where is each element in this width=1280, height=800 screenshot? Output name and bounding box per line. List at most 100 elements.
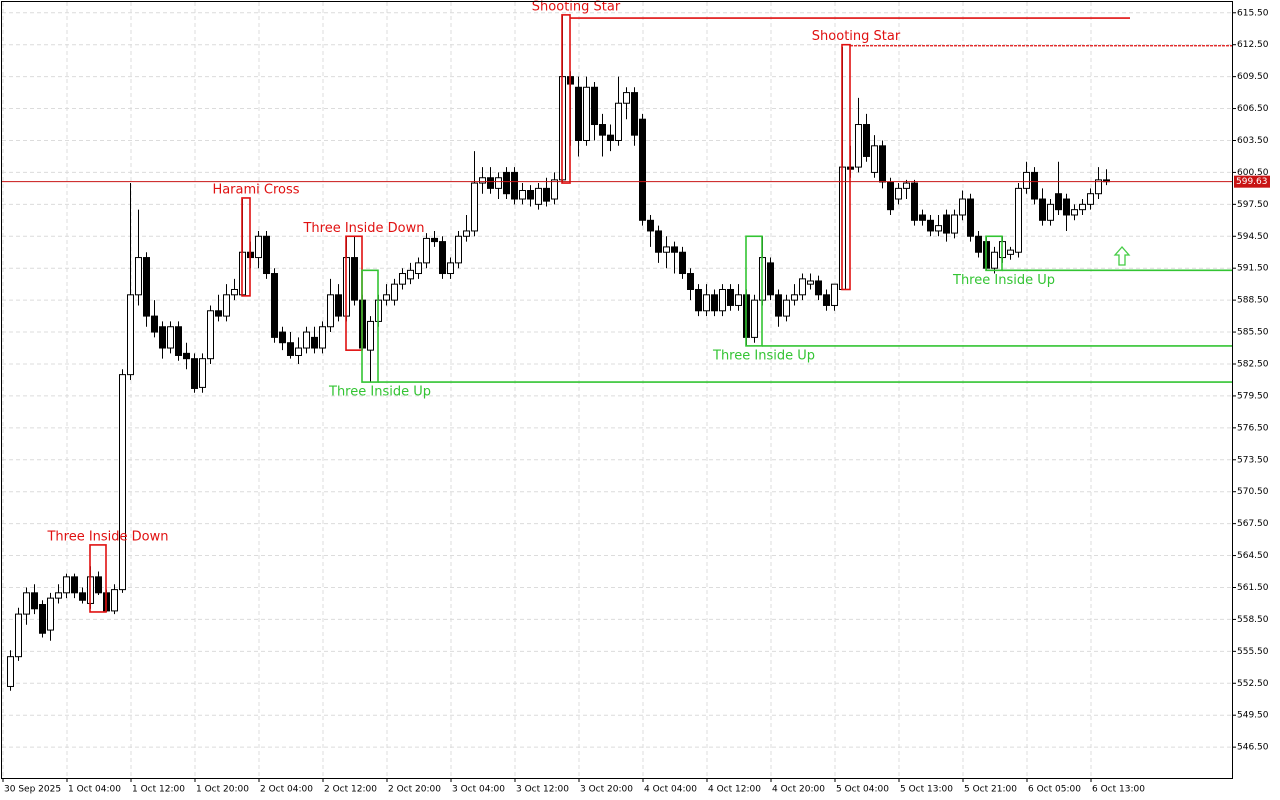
- pattern-label: Shooting Star: [812, 29, 901, 44]
- y-tick-label: 561.50: [1237, 583, 1269, 593]
- candle-body: [615, 102, 622, 141]
- candle-body: [1071, 209, 1078, 216]
- y-tick-label: 546.50: [1237, 743, 1269, 753]
- y-tick-label: 552.50: [1237, 679, 1269, 689]
- candle-body: [895, 187, 902, 200]
- candle-body: [519, 190, 526, 200]
- y-tick-label: 549.50: [1237, 711, 1269, 721]
- candle-body: [295, 347, 302, 356]
- price-label: 599.63: [1236, 177, 1268, 187]
- candle-body: [583, 86, 590, 141]
- candle-body: [95, 576, 102, 594]
- y-tick-label: 597.50: [1237, 200, 1269, 210]
- candle-body: [551, 179, 558, 200]
- candle-body: [223, 294, 230, 317]
- candle-body: [695, 288, 702, 312]
- candle-body: [31, 592, 38, 610]
- candle-body: [23, 592, 30, 615]
- buy-arrow: [1113, 246, 1131, 266]
- candle-body: [407, 269, 414, 280]
- candle-body: [191, 358, 198, 389]
- candle-body: [815, 280, 822, 296]
- pattern-label: Three Inside Up: [712, 348, 815, 363]
- plot-frame: [1, 1, 1233, 779]
- x-tick-label: 1 Oct 12:00: [132, 785, 185, 795]
- candle-body: [271, 273, 278, 338]
- x-tick-label: 1 Oct 20:00: [196, 785, 249, 795]
- y-tick-label: 567.50: [1237, 519, 1269, 529]
- candle-body: [871, 145, 878, 173]
- candle-body: [527, 190, 534, 200]
- candle-body: [1015, 187, 1022, 253]
- candle-body: [471, 182, 478, 232]
- x-tick-label: 5 Oct 04:00: [836, 785, 889, 795]
- candle-body: [399, 273, 406, 285]
- candle-body: [167, 326, 174, 349]
- candle-body: [151, 315, 158, 333]
- candle-body: [63, 576, 70, 594]
- candle-body: [591, 86, 598, 126]
- candle-body: [543, 187, 550, 202]
- candle-body: [15, 613, 22, 658]
- y-tick-label: 594.50: [1237, 232, 1269, 242]
- pattern-box: [89, 544, 107, 613]
- candle-body: [383, 294, 390, 301]
- candle-body: [719, 288, 726, 312]
- candle-body: [1023, 171, 1030, 189]
- x-tick-label: 4 Oct 20:00: [772, 785, 825, 795]
- candle-body: [71, 576, 78, 594]
- candle-body: [7, 656, 14, 687]
- x-tick-label: 2 Oct 20:00: [388, 785, 441, 795]
- candle-body: [159, 326, 166, 349]
- candle-body: [215, 310, 222, 317]
- candle-body: [959, 198, 966, 216]
- x-tick-label: 3 Oct 04:00: [452, 785, 505, 795]
- candle-body: [575, 86, 582, 141]
- candle-body: [975, 235, 982, 253]
- candle-body: [967, 198, 974, 237]
- candle-body: [135, 257, 142, 296]
- grid: [2, 2, 1232, 778]
- candle-body: [119, 374, 126, 591]
- candle-body: [623, 92, 630, 104]
- candle-body: [511, 171, 518, 200]
- candle-body: [183, 352, 190, 360]
- candle-body: [855, 124, 862, 168]
- candle-body: [39, 604, 46, 634]
- x-tick-label: 5 Oct 13:00: [900, 785, 953, 795]
- candle-body: [735, 294, 742, 306]
- x-tick-label: 2 Oct 04:00: [260, 785, 313, 795]
- y-tick-label: 558.50: [1237, 615, 1269, 625]
- candle-body: [335, 294, 342, 317]
- candle-body: [863, 124, 870, 157]
- candle-body: [263, 235, 270, 275]
- candle-body: [143, 257, 150, 317]
- pattern-label: Harami Cross: [212, 182, 299, 197]
- candle-body: [303, 331, 310, 349]
- candle-body: [351, 257, 358, 301]
- candle-body: [647, 219, 654, 232]
- candle-body: [727, 288, 734, 306]
- candle-body: [495, 177, 502, 189]
- candle-body: [807, 280, 814, 285]
- candle-body: [783, 299, 790, 317]
- candle-body: [711, 294, 718, 312]
- candle-body: [663, 246, 670, 253]
- candle-body: [903, 182, 910, 189]
- candle-body: [831, 283, 838, 306]
- candle-body: [127, 294, 134, 376]
- x-tick-label: 3 Oct 12:00: [516, 785, 569, 795]
- candle-body: [879, 145, 886, 183]
- candle-body: [535, 187, 542, 205]
- y-tick-label: 570.50: [1237, 487, 1269, 497]
- candle-body: [823, 294, 830, 306]
- candle-body: [775, 294, 782, 317]
- x-tick-label: 6 Oct 05:00: [1028, 785, 1081, 795]
- candle-body: [199, 358, 206, 388]
- candle-body: [279, 331, 286, 344]
- candle-body: [447, 262, 454, 275]
- pattern-box: [841, 43, 851, 291]
- pattern-box: [361, 269, 379, 383]
- candle-body: [47, 597, 54, 631]
- candle-body: [927, 219, 934, 232]
